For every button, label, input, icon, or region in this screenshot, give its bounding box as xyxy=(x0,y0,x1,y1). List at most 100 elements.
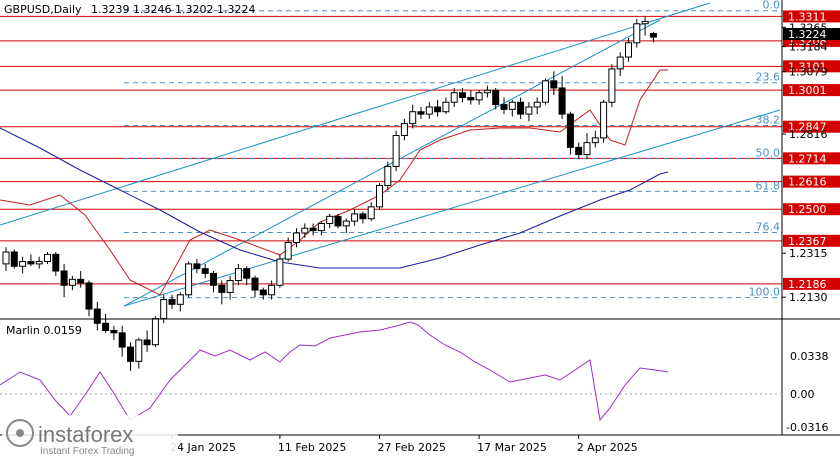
candle-body-67 xyxy=(558,87,566,115)
level-label-9: 1.2186 xyxy=(788,278,827,291)
candle-body-33 xyxy=(276,258,284,286)
fib-label-1: 23.6 xyxy=(756,71,781,84)
candle-body-37 xyxy=(309,227,317,232)
candle-body-23 xyxy=(193,263,201,270)
candle-body-78 xyxy=(649,33,657,38)
candle-body-20 xyxy=(168,299,176,305)
candle-body-38 xyxy=(317,222,325,232)
current-price-tag xyxy=(783,28,840,40)
price-tick-label-3: 1.2816 xyxy=(789,128,828,141)
candle-body-18 xyxy=(151,318,159,346)
candle-body-12 xyxy=(102,322,110,331)
level-label-7: 1.2500 xyxy=(788,203,827,216)
candle-body-32 xyxy=(268,284,276,296)
level-label-6: 1.2616 xyxy=(788,176,827,189)
channel-inner-line xyxy=(123,19,661,307)
candle-body-60 xyxy=(500,104,508,110)
logo-brand: instaforex xyxy=(38,422,133,447)
candle-body-53 xyxy=(442,101,450,113)
candle-body-15 xyxy=(127,346,134,362)
candle-body-56 xyxy=(467,96,475,101)
level-tag-6 xyxy=(783,175,840,188)
candle-body-71 xyxy=(591,137,599,144)
candle-body-76 xyxy=(633,23,641,44)
candle-body-47 xyxy=(392,135,400,167)
price-tick-label-2: 1.3079 xyxy=(789,66,828,79)
candle-body-73 xyxy=(608,68,616,103)
candle-body-72 xyxy=(600,101,608,139)
fib-label-4: 61.8 xyxy=(756,179,781,192)
candle-body-31 xyxy=(259,289,267,296)
level-tag-9 xyxy=(783,277,840,290)
candle-body-44 xyxy=(367,206,375,220)
candle-body-4 xyxy=(35,261,43,265)
chart-ohlc: 1.3239 1.3246 1.3202 1.3224 xyxy=(91,3,255,16)
price-axis: 1.33111.32081.31011.30011.28471.27141.26… xyxy=(782,10,840,304)
candle-body-51 xyxy=(425,106,433,115)
candle-body-29 xyxy=(243,268,251,279)
candle-body-77 xyxy=(641,20,649,25)
candle-body-70 xyxy=(583,142,591,156)
price-tick-label-5: 1.2130 xyxy=(789,291,828,304)
level-tag-7 xyxy=(783,203,840,216)
channel-lower-line xyxy=(123,109,781,307)
candle-body-25 xyxy=(210,272,217,286)
logo-badge xyxy=(2,415,178,457)
candle-body-21 xyxy=(176,294,184,305)
fib-label-2: 38.2 xyxy=(756,114,781,127)
osc-tick-bottom: -0.0316 xyxy=(786,421,828,434)
chart-header: GBPUSD,Daily 1.3239 1.3246 1.3202 1.3224 xyxy=(4,3,256,16)
candle-body-55 xyxy=(459,92,466,98)
oscillator-line xyxy=(0,321,669,422)
level-tag-5 xyxy=(783,152,840,165)
level-label-2: 1.3101 xyxy=(788,60,827,73)
candle-body-27 xyxy=(226,280,234,293)
candle-body-9 xyxy=(77,278,85,284)
candle-body-35 xyxy=(293,232,300,243)
candle-body-3 xyxy=(27,261,35,265)
candle-body-62 xyxy=(517,101,525,115)
level-tag-2 xyxy=(783,60,840,73)
candle-body-39 xyxy=(326,215,334,224)
osc-tick-top: 0.0338 xyxy=(790,350,829,363)
level-label-3: 1.3001 xyxy=(788,84,827,97)
instaforex-logo: instaforex Instant Forex Trading xyxy=(2,415,178,457)
candlestick-series xyxy=(2,16,657,371)
candle-body-17 xyxy=(143,339,151,346)
candle-body-14 xyxy=(118,332,126,348)
level-tag-8 xyxy=(783,234,840,247)
time-tick-label-0: 24 Jan 2025 xyxy=(170,441,236,454)
candle-body-1 xyxy=(10,251,18,267)
moving-average-red xyxy=(0,69,668,296)
candle-body-43 xyxy=(359,213,367,220)
candle-body-59 xyxy=(492,89,500,106)
candle-body-48 xyxy=(400,123,408,137)
candle-body-36 xyxy=(301,227,309,234)
candle-body-8 xyxy=(68,278,76,286)
level-tag-0 xyxy=(783,10,840,23)
candle-body-75 xyxy=(625,42,632,58)
osc-tick-zero: 0.00 xyxy=(790,388,815,401)
fib-label-0: 0.0 xyxy=(763,0,781,12)
time-tick-label-3: 17 Mar 2025 xyxy=(477,441,547,454)
time-tick-label-1: 11 Feb 2025 xyxy=(278,441,346,454)
current-price-label: 1.3224 xyxy=(788,28,827,41)
logo-tagline: Instant Forex Trading xyxy=(40,446,135,457)
price-tick-label-4: 1.2315 xyxy=(789,247,828,260)
candle-body-50 xyxy=(417,111,425,115)
candle-body-66 xyxy=(550,80,558,89)
moving-averages xyxy=(0,69,669,296)
price-tick-label-1: 1.3184 xyxy=(789,41,828,54)
candle-body-58 xyxy=(483,89,491,94)
time-axis: 24 Jan 2025 11 Feb 2025 27 Feb 2025 17 Mar … xyxy=(170,435,638,454)
candle-body-26 xyxy=(218,284,226,293)
candle-body-13 xyxy=(110,329,118,334)
fib-label-6: 100.0 xyxy=(749,286,781,299)
candle-body-41 xyxy=(342,220,350,227)
candle-body-16 xyxy=(135,339,143,362)
time-tick-label-4: 2 Apr 2025 xyxy=(577,441,638,454)
candle-body-64 xyxy=(533,101,541,108)
fib-label-3: 50.0 xyxy=(756,147,781,160)
candle-body-45 xyxy=(376,184,383,208)
